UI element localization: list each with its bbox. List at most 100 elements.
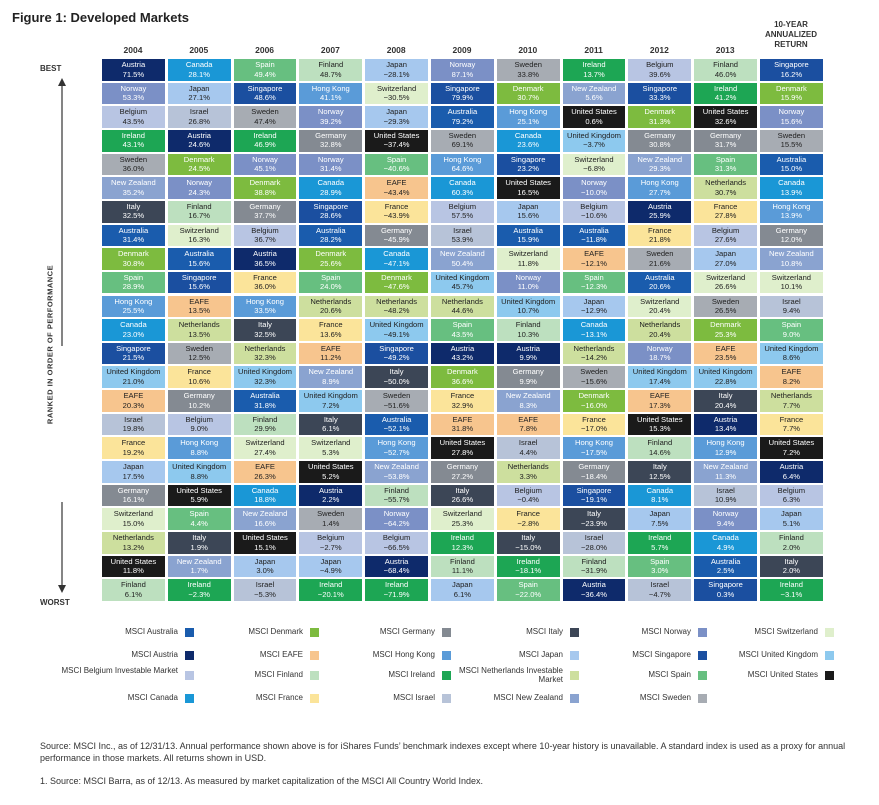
market-name: Belgium <box>711 225 740 235</box>
market-name: Hong Kong <box>772 201 811 211</box>
arrow-down-icon <box>58 585 66 593</box>
market-return: 47.4% <box>254 116 276 126</box>
market-return: 31.7% <box>714 140 737 150</box>
market-name: Switzerland <box>640 296 680 306</box>
market-cell: Ireland 41.2% <box>694 82 757 105</box>
market-name: Germany <box>183 391 215 401</box>
source-note: Source: MSCI Inc., as of 12/31/13. Annua… <box>40 741 846 763</box>
market-name: United Kingdom <box>632 367 687 377</box>
market-return: −11.8% <box>581 235 607 245</box>
market-cell: Germany 32.8% <box>299 129 363 152</box>
market-name: Israel <box>650 580 670 590</box>
market-return: −12.3% <box>581 282 607 292</box>
market-cell: United Kingdom −49.1% <box>365 319 428 341</box>
market-cell: Finland 14.6% <box>628 437 692 460</box>
market-name: Germany <box>644 130 676 140</box>
market-name: EAFE <box>386 178 407 188</box>
market-return: −52.7% <box>383 447 410 457</box>
market-return: 49.4% <box>254 69 276 79</box>
market-return: 64.6% <box>451 164 474 174</box>
market-return: 23.0% <box>122 329 145 339</box>
market-return: −28.0% <box>581 542 607 552</box>
market-cell: Sweden 12.5% <box>167 342 231 365</box>
market-name: United States <box>242 533 288 542</box>
legend-swatch <box>570 694 579 703</box>
market-name: Ireland <box>253 130 277 140</box>
market-return: −4.7% <box>648 589 671 599</box>
market-cell: United States 0.6% <box>562 106 626 128</box>
market-cell: EAFE 26.3% <box>233 461 297 483</box>
market-name: Israel <box>782 296 801 306</box>
market-cell: Ireland −2.3% <box>167 579 231 601</box>
market-name: Norway <box>581 178 607 188</box>
market-cell: Japan 15.6% <box>496 200 560 223</box>
market-return: 33.8% <box>517 69 539 79</box>
market-cell: Canada 28.9% <box>299 177 363 199</box>
market-name: Japan <box>781 509 802 519</box>
market-name: Israel <box>124 414 143 424</box>
market-return: −43.9% <box>383 211 410 221</box>
market-return: 31.3% <box>649 116 671 126</box>
market-return: 19.8% <box>122 424 145 434</box>
market-return: 27.4% <box>254 447 276 457</box>
market-name: Austria <box>647 201 672 211</box>
market-return: 24.3% <box>188 187 210 197</box>
market-name: United States <box>110 556 157 566</box>
market-return: −47.1% <box>383 258 410 268</box>
market-cell: Finland −31.9% <box>562 555 626 578</box>
market-return: −53.8% <box>383 471 410 481</box>
market-cell: Ireland −71.9% <box>365 579 428 601</box>
market-name: Israel <box>584 533 604 542</box>
market-cell: United Kingdom 17.4% <box>628 366 692 389</box>
market-return: 35.2% <box>122 187 145 197</box>
market-cell: Belgium 39.6% <box>628 59 692 81</box>
legend-swatch <box>310 694 319 703</box>
market-name: Switzerland <box>574 154 614 164</box>
market-return: −30.5% <box>383 93 410 103</box>
market-cell: United Kingdom 22.8% <box>694 366 757 389</box>
legend-label: MSCI Denmark <box>248 627 303 636</box>
market-name: Belgium <box>514 485 542 495</box>
market-name: Germany <box>512 367 544 377</box>
market-name: Finland <box>581 556 607 566</box>
market-cell: Singapore 79.9% <box>431 82 494 105</box>
market-cell: Finland 6.1% <box>102 579 165 601</box>
market-name: Finland <box>515 320 541 330</box>
market-name: EAFE <box>649 391 670 401</box>
legend-label: MSCI Norway <box>641 627 691 636</box>
legend-label: MSCI Israel <box>393 693 435 702</box>
market-return: 87.1% <box>451 69 474 79</box>
market-return: 23.5% <box>714 353 737 363</box>
market-return: 13.9% <box>780 187 803 197</box>
market-name: Sweden <box>251 107 279 117</box>
market-return: −51.6% <box>383 400 410 410</box>
market-return: −22.0% <box>515 589 542 599</box>
market-cell: France 13.6% <box>299 319 363 341</box>
market-name: Spain <box>715 154 736 164</box>
market-name: Canada <box>778 178 805 188</box>
market-cell: Switzerland 16.3% <box>167 224 231 247</box>
market-return: 10.1% <box>780 282 803 292</box>
market-return: 8.3% <box>519 400 537 410</box>
market-cell: Germany 16.1% <box>102 484 165 507</box>
legend-item: MSCI Spain <box>573 670 713 684</box>
market-return: 29.3% <box>649 164 671 174</box>
market-name: Netherlands <box>573 343 615 353</box>
market-return: 4.4% <box>190 518 208 528</box>
market-name: France <box>121 438 146 448</box>
market-name: Singapore <box>576 485 612 495</box>
market-name: Singapore <box>313 201 349 211</box>
market-cell: Austria 24.6% <box>167 129 231 152</box>
market-return: 44.6% <box>451 306 474 315</box>
market-return: −6.8% <box>583 164 605 174</box>
market-name: Netherlands <box>376 296 418 306</box>
market-name: Canada <box>449 178 476 188</box>
market-name: Hong Kong <box>443 154 482 164</box>
market-name: Germany <box>446 462 479 472</box>
market-return: 41.1% <box>320 93 342 103</box>
market-return: 5.6% <box>585 93 603 103</box>
market-name: Hong Kong <box>377 438 416 448</box>
market-cell: Belgium −10.6% <box>562 200 626 223</box>
legend-item: MSCI Japan <box>445 650 585 664</box>
market-name: Finland <box>318 60 344 69</box>
